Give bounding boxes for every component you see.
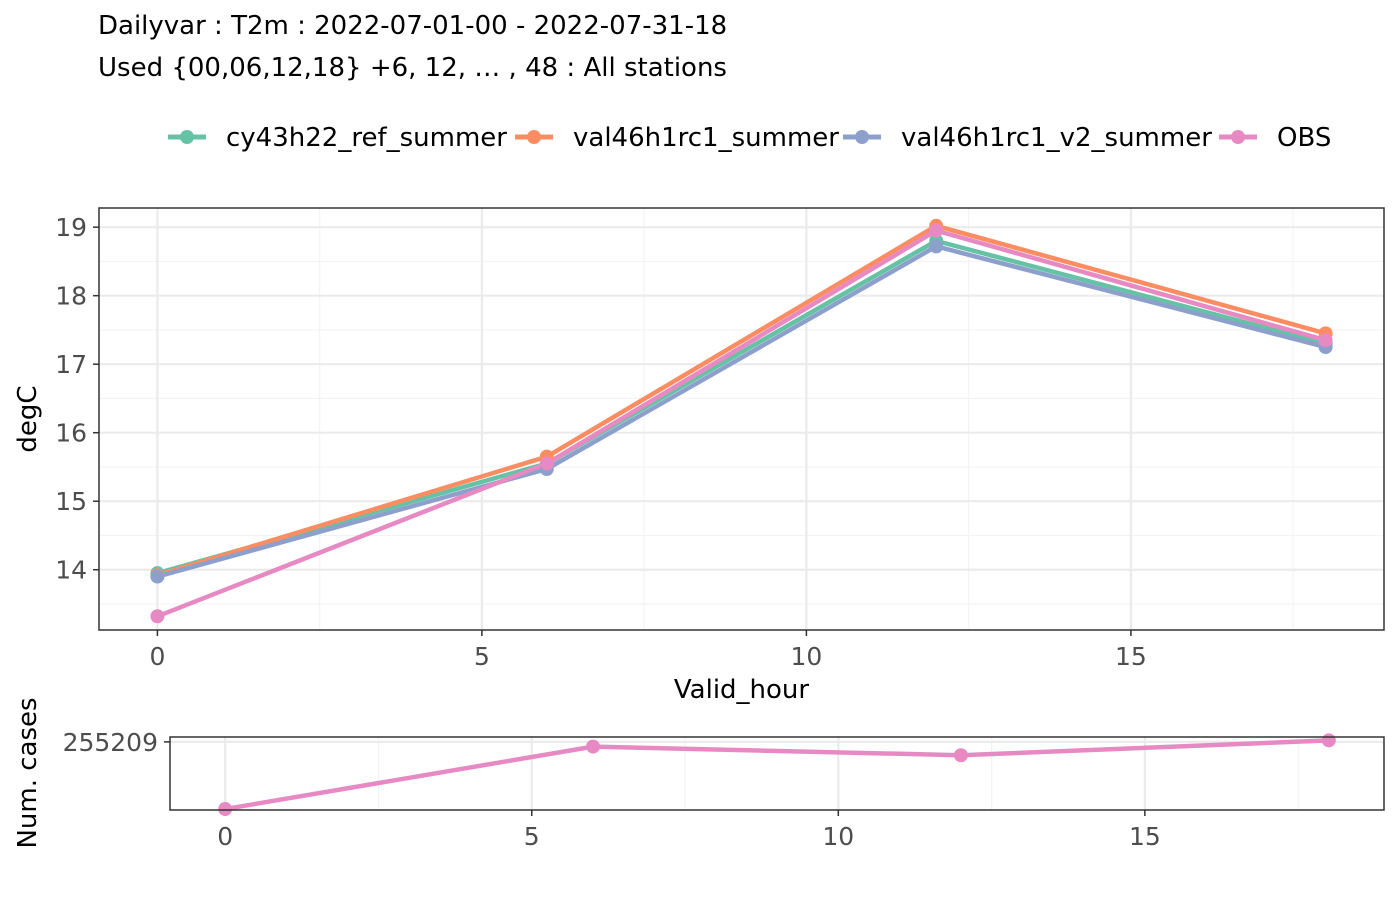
plot-background <box>99 208 1384 630</box>
x-tick-label: 10 <box>822 822 854 851</box>
data-point <box>586 739 601 754</box>
title-line-2: Used {00,06,12,18} +6, 12, … , 48 : All … <box>98 53 727 83</box>
x-tick-label: 5 <box>524 822 540 851</box>
legend-label: OBS <box>1277 123 1331 153</box>
x-tick-label: 0 <box>149 642 165 671</box>
data-point <box>929 239 944 254</box>
legend-item: val46h1rc1_v2_summer <box>843 123 1212 153</box>
data-point <box>953 748 968 763</box>
data-point <box>150 609 165 624</box>
data-point <box>539 456 554 471</box>
cases-chart-panel: 0 5 10 15 255209 Num. cases <box>13 697 1385 851</box>
data-point <box>1318 333 1333 348</box>
legend-key-point-2 <box>527 130 541 144</box>
main-chart-panel: 0 5 10 15 14 15 16 17 18 19 Valid_hour degC <box>13 207 1385 705</box>
legend-key-point-1 <box>180 130 194 144</box>
data-point <box>150 569 165 584</box>
y-tick-label: 14 <box>55 556 87 585</box>
plot-border <box>98 207 1385 631</box>
plot-border <box>169 736 1385 811</box>
data-point <box>218 802 233 817</box>
y-tick-label: 19 <box>55 213 87 242</box>
legend-key-point-3 <box>855 130 869 144</box>
y-tick-label: 17 <box>55 350 87 379</box>
legend-item: cy43h22_ref_summer <box>168 123 507 153</box>
x-axis-title: Valid_hour <box>674 675 810 705</box>
x-tick-label: 15 <box>1115 642 1147 671</box>
plot-background <box>170 737 1384 810</box>
legend-item: val46h1rc1_summer <box>515 123 839 153</box>
title-line-1: Dailyvar : T2m : 2022-07-01-00 - 2022-07… <box>98 11 727 41</box>
legend: cy43h22_ref_summer val46h1rc1_summer val… <box>168 123 1331 153</box>
legend-key-point-4 <box>1231 130 1245 144</box>
title-block: Dailyvar : T2m : 2022-07-01-00 - 2022-07… <box>98 11 727 83</box>
y-tick-label: 18 <box>55 282 87 311</box>
legend-label: cy43h22_ref_summer <box>226 123 507 153</box>
y-axis-title: degC <box>13 385 43 452</box>
series-line <box>156 238 1327 576</box>
y-tick-label: 16 <box>55 419 87 448</box>
y-tick-label: 15 <box>55 487 87 516</box>
series-line <box>156 223 1327 578</box>
legend-label: val46h1rc1_summer <box>573 123 839 153</box>
x-tick-label: 10 <box>790 642 822 671</box>
x-tick-label: 15 <box>1129 822 1161 851</box>
x-tick-label: 0 <box>217 822 233 851</box>
series-line <box>156 228 1327 619</box>
series-line <box>156 244 1327 579</box>
y-axis-title: Num. cases <box>13 697 43 848</box>
y-tick-label: 255209 <box>63 728 158 757</box>
x-tick-label: 5 <box>474 642 490 671</box>
series-line <box>224 738 1329 812</box>
legend-item: OBS <box>1219 123 1331 153</box>
legend-label: val46h1rc1_v2_summer <box>901 123 1212 153</box>
data-point <box>1321 733 1336 748</box>
data-point <box>929 223 944 238</box>
